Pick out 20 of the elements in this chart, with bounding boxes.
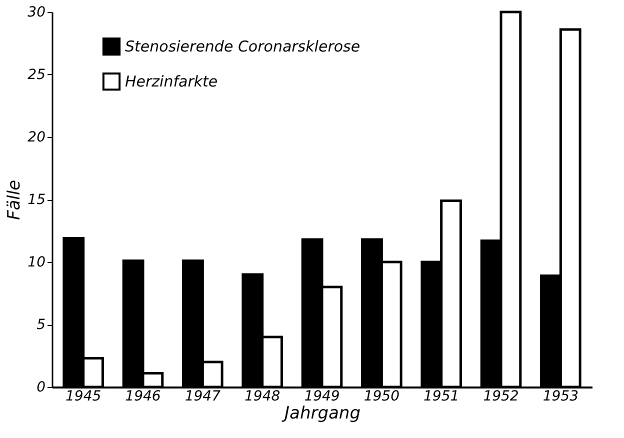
x-tick-label: 1948 [244, 388, 280, 404]
x-tick-label: 1951 [424, 388, 460, 404]
y-tick-label: 25 [28, 67, 46, 83]
y-tick-label: 5 [36, 317, 46, 333]
x-tick-label: 1946 [125, 388, 161, 404]
x-tick-label: 1950 [364, 388, 400, 404]
y-tick-label: 15 [28, 192, 46, 208]
x-tick-label: 1953 [542, 388, 578, 404]
y-axis-title: Fälle [4, 180, 25, 220]
y-tick-label: 10 [28, 254, 46, 270]
legend-label: Stenosierende Coronarsklerose [125, 38, 360, 56]
y-tick-label: 20 [28, 130, 46, 146]
x-tick-label: 1945 [66, 388, 102, 404]
x-tick-label: 1947 [184, 388, 221, 404]
x-tick-label: 1952 [483, 388, 519, 404]
x-axis-title: Jahrgang [282, 404, 361, 424]
x-tick-label: 1949 [304, 388, 340, 404]
y-tick-label: 30 [28, 4, 46, 20]
y-tick-label: 0 [36, 380, 46, 396]
legend-label: Herzinfarkte [125, 72, 218, 90]
